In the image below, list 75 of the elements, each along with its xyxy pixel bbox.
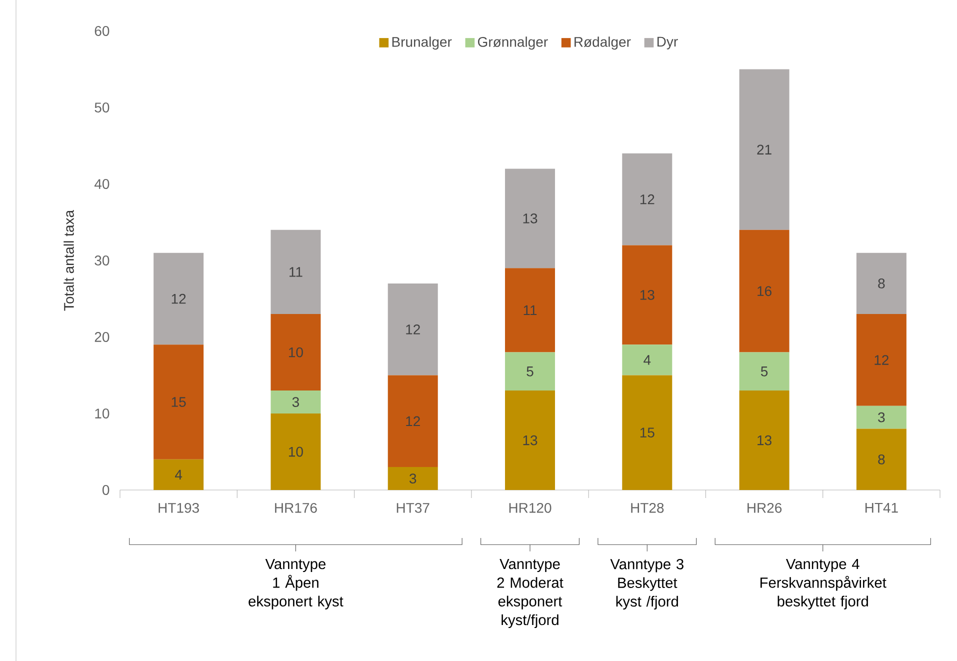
- y-tick-label: 60: [94, 26, 110, 36]
- bar: [505, 390, 556, 490]
- bar: [739, 390, 790, 490]
- data-label: 21: [757, 144, 772, 154]
- data-label: 10: [289, 347, 303, 358]
- data-label: 15: [640, 428, 654, 438]
- bar: [856, 406, 906, 429]
- data-label: 12: [640, 194, 654, 204]
- data-label: 12: [874, 355, 889, 365]
- bar: [388, 375, 438, 468]
- x-tick-label: HR120: [509, 502, 552, 513]
- x-tick-label: HR26: [748, 502, 782, 513]
- bar: [270, 314, 321, 391]
- data-label: 13: [640, 290, 654, 300]
- y-tick-label: 20: [94, 332, 110, 342]
- bar: [505, 168, 556, 268]
- bar: [739, 352, 790, 391]
- legend-label: Rødalger: [574, 36, 631, 50]
- bar: [622, 344, 672, 376]
- data-label: 8: [878, 278, 885, 288]
- text: Vanntype 4 Ferskvannspåvirket beskyttet fjord: [760, 558, 886, 610]
- data-label: 12: [406, 324, 420, 334]
- bar: [739, 230, 790, 352]
- data-label: 13: [758, 435, 772, 446]
- text: Vanntype 1 Åpen eksponert kyst: [248, 558, 344, 610]
- data-label: 4: [644, 355, 651, 365]
- x-tick-label: HR176: [275, 502, 317, 513]
- bar: [856, 252, 906, 314]
- bar: [505, 352, 556, 391]
- y-tick-label: 0: [102, 485, 110, 495]
- data-label: 11: [290, 267, 302, 277]
- text: Vanntype 3 Beskyttet kyst /fjord: [610, 558, 684, 610]
- data-label: 5: [760, 366, 768, 376]
- y-tick-label: 10: [95, 408, 110, 418]
- data-label: 15: [172, 397, 186, 407]
- bar: [856, 428, 906, 490]
- text: Vanntype 2 Moderat eksponert kyst/fjord: [497, 558, 564, 628]
- data-label: 3: [409, 474, 416, 484]
- bar: [270, 390, 321, 414]
- data-label: 13: [523, 213, 538, 224]
- legend-label: Brunalger: [392, 36, 452, 50]
- bar: [270, 230, 321, 314]
- x-tick-label: HT41: [865, 502, 898, 513]
- data-label: 12: [172, 294, 186, 304]
- data-label: 10: [289, 446, 303, 457]
- x-tick-label: HT193: [158, 502, 199, 513]
- data-label: 3: [292, 397, 299, 407]
- data-label: 3: [878, 412, 885, 422]
- bar: [154, 459, 204, 490]
- legend-label: Dyr: [657, 36, 678, 50]
- data-label: 4: [174, 470, 182, 480]
- bar: [388, 467, 438, 490]
- data-label: 13: [523, 435, 538, 446]
- y-axis-title: Totalt antall taxa: [64, 210, 74, 311]
- x-tick-label: HT37: [396, 502, 430, 513]
- data-label: 11: [524, 305, 537, 316]
- bar: [622, 245, 672, 345]
- bar: [856, 314, 906, 406]
- y-tick-label: 50: [94, 102, 110, 112]
- bar: [622, 375, 672, 490]
- data-label: 12: [406, 416, 420, 426]
- bar: [154, 344, 204, 460]
- bar: [739, 69, 790, 230]
- legend-label: Grønnalger: [478, 36, 548, 50]
- bar: [270, 414, 321, 490]
- bar: [388, 283, 438, 376]
- bar: [505, 268, 556, 352]
- y-tick-label: 40: [94, 179, 110, 189]
- bar: [154, 252, 204, 345]
- data-label: 16: [758, 286, 772, 296]
- bar: [622, 153, 672, 246]
- x-tick-label: HT28: [631, 502, 664, 513]
- y-tick-label: 30: [94, 256, 110, 266]
- data-label: 8: [878, 454, 885, 464]
- data-label: 5: [526, 366, 534, 376]
